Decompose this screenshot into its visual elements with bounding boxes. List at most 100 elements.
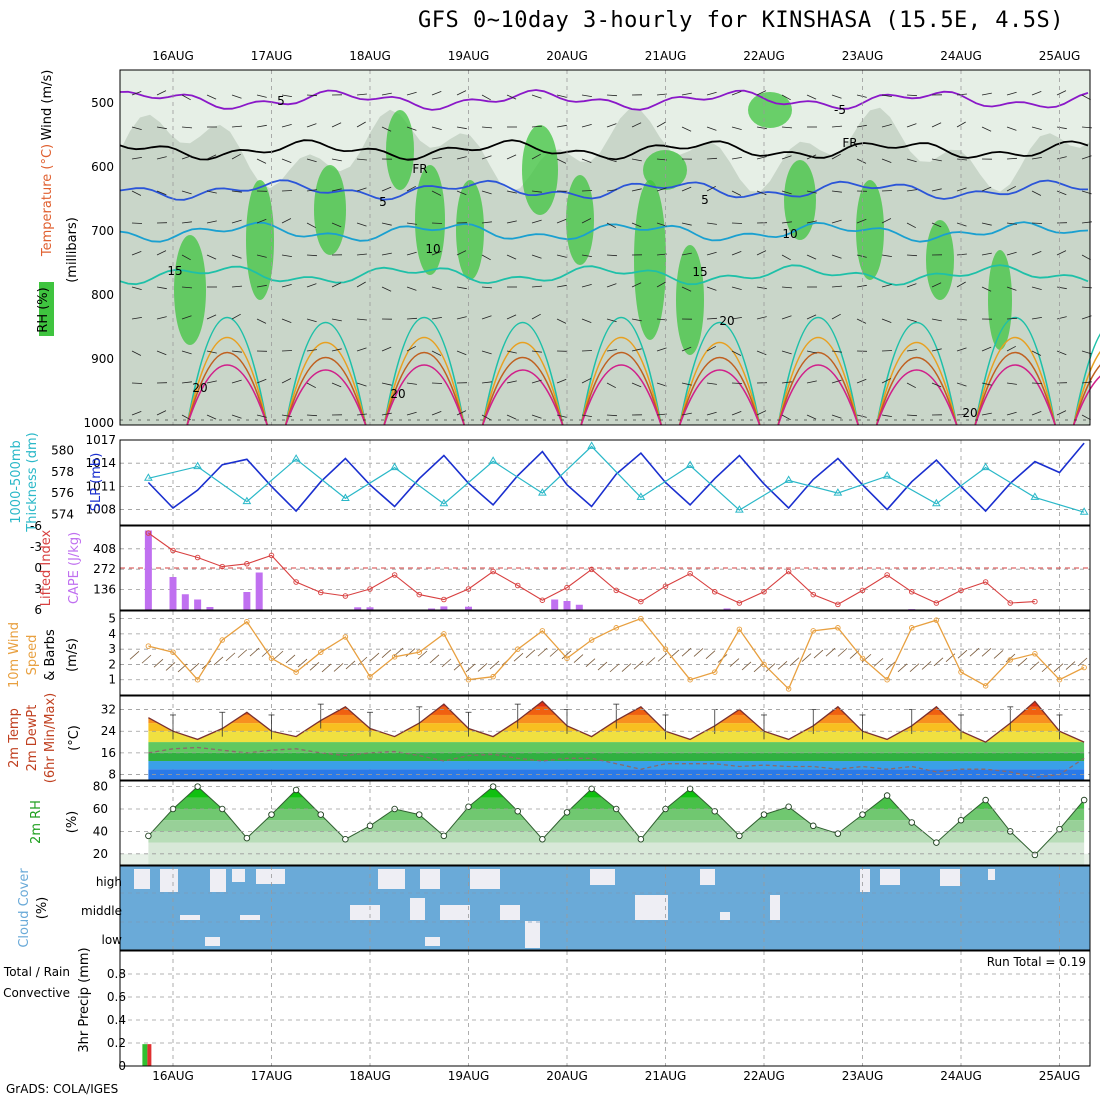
wind-barb <box>756 90 767 96</box>
date-label-bottom: 21AUG <box>645 1069 687 1083</box>
temp-isotherm-line <box>119 221 1089 243</box>
wind-barb <box>231 254 242 259</box>
wind10-barb <box>705 650 716 660</box>
cloud-gap <box>410 898 425 920</box>
cloud-gap <box>525 921 540 948</box>
wind-barb <box>606 222 616 229</box>
rh2m-point <box>1080 796 1088 804</box>
wind10-point <box>342 634 349 640</box>
wind10-barb <box>381 649 392 659</box>
wind-barb <box>581 124 592 128</box>
wind-barb <box>1006 91 1017 96</box>
wind-barb <box>956 413 967 416</box>
wind10-barb <box>981 648 992 657</box>
temp2m-tick-label: 8 <box>108 768 116 782</box>
temp2m-label-a: 2m Temp <box>7 708 22 768</box>
contour-label: 5 <box>701 193 709 207</box>
wind-barb <box>831 125 843 128</box>
wind-barb <box>1006 286 1017 291</box>
date-label-top: 22AUG <box>743 49 785 63</box>
wind-barb <box>656 222 667 227</box>
wind-barb <box>506 254 517 260</box>
wind-barb <box>881 218 892 224</box>
wind-barb <box>381 346 392 352</box>
wind-barb <box>306 349 317 352</box>
wind-barb <box>131 411 142 416</box>
wind-barb <box>356 158 367 161</box>
wind-barb <box>281 158 292 163</box>
temp-isotherm-line <box>119 89 1089 111</box>
wind-barb <box>206 414 217 420</box>
temp-isotherm-arch <box>875 369 958 426</box>
precip-panel-bg <box>119 950 1091 1067</box>
wind10-barb <box>765 663 776 672</box>
slp-panel-frame <box>119 439 1091 526</box>
lifted-index-point <box>318 589 324 596</box>
lifted-index-point <box>539 597 546 603</box>
date-label-top: 20AUG <box>546 49 588 63</box>
lifted-index-point <box>810 591 817 598</box>
rh-base-band <box>120 853 1090 865</box>
wind-barb <box>1056 90 1067 96</box>
wind-barb <box>281 350 293 352</box>
wind-barb <box>331 222 342 228</box>
cape-axis-label: CAPE (J/kg) <box>67 532 82 604</box>
rh2m-point <box>810 822 817 830</box>
wind-barb <box>881 158 892 163</box>
wind10-barb <box>681 647 692 657</box>
cloud-gap <box>720 912 730 920</box>
precip-total-bar <box>142 1044 148 1066</box>
wind-barb <box>1006 382 1017 385</box>
cape-bar <box>551 599 559 610</box>
date-label-bottom: 19AUG <box>448 1069 490 1083</box>
temperature-axis-label: Temperature (°C) <box>40 144 55 257</box>
wind-barb <box>706 222 717 225</box>
wind10-barb <box>1065 661 1076 670</box>
wind-barb <box>831 254 842 259</box>
pressure-tick-label: 600 <box>91 160 114 174</box>
date-label-top: 25AUG <box>1039 49 1081 63</box>
wind-barb <box>831 94 842 99</box>
thickness-tick-label: 578 <box>51 465 74 479</box>
wind-barb <box>556 254 567 258</box>
wind10-point <box>785 686 792 692</box>
wind10-point <box>244 618 250 625</box>
wind-barb <box>556 378 567 384</box>
thickness-point <box>538 488 547 496</box>
wind-barb <box>206 314 217 320</box>
wind-barb <box>331 122 342 128</box>
wind-barb <box>381 186 392 192</box>
rh2m-point <box>982 796 989 804</box>
wind-barb <box>856 254 867 258</box>
lifted-index-point <box>884 572 890 578</box>
wind-barb <box>456 316 467 320</box>
wind-barb <box>156 250 167 256</box>
wind-barb <box>731 382 743 384</box>
wind-barb <box>856 124 867 128</box>
wind-barb <box>481 155 492 160</box>
precip-panel-frame <box>119 950 1091 1067</box>
wind-barb <box>281 254 292 257</box>
wind10-barb <box>1077 657 1088 667</box>
cape-bar <box>243 592 251 610</box>
wind-barb <box>581 94 592 97</box>
wind-barb <box>231 190 242 193</box>
wind-barb <box>731 157 742 160</box>
wind-barb <box>731 190 742 196</box>
contour-label: 5 <box>379 195 387 209</box>
lifted-index-point <box>490 568 496 575</box>
contour-label: 10 <box>782 227 797 241</box>
temp-isotherm-arch <box>974 316 1056 426</box>
wind-barb <box>731 350 742 356</box>
wind-barb <box>956 253 967 256</box>
wind10-barb <box>129 650 140 660</box>
rh2m-tick-label: 20 <box>93 847 108 861</box>
wind10-point <box>194 676 201 683</box>
rh2m-point <box>539 835 546 843</box>
wind-barb <box>456 286 467 290</box>
cape-bar <box>181 594 189 610</box>
wind-barb <box>406 345 416 352</box>
pressure-tick-label: 1000 <box>83 416 114 430</box>
temp-isotherm-arch <box>1072 351 1100 426</box>
wind10-point <box>539 628 546 634</box>
